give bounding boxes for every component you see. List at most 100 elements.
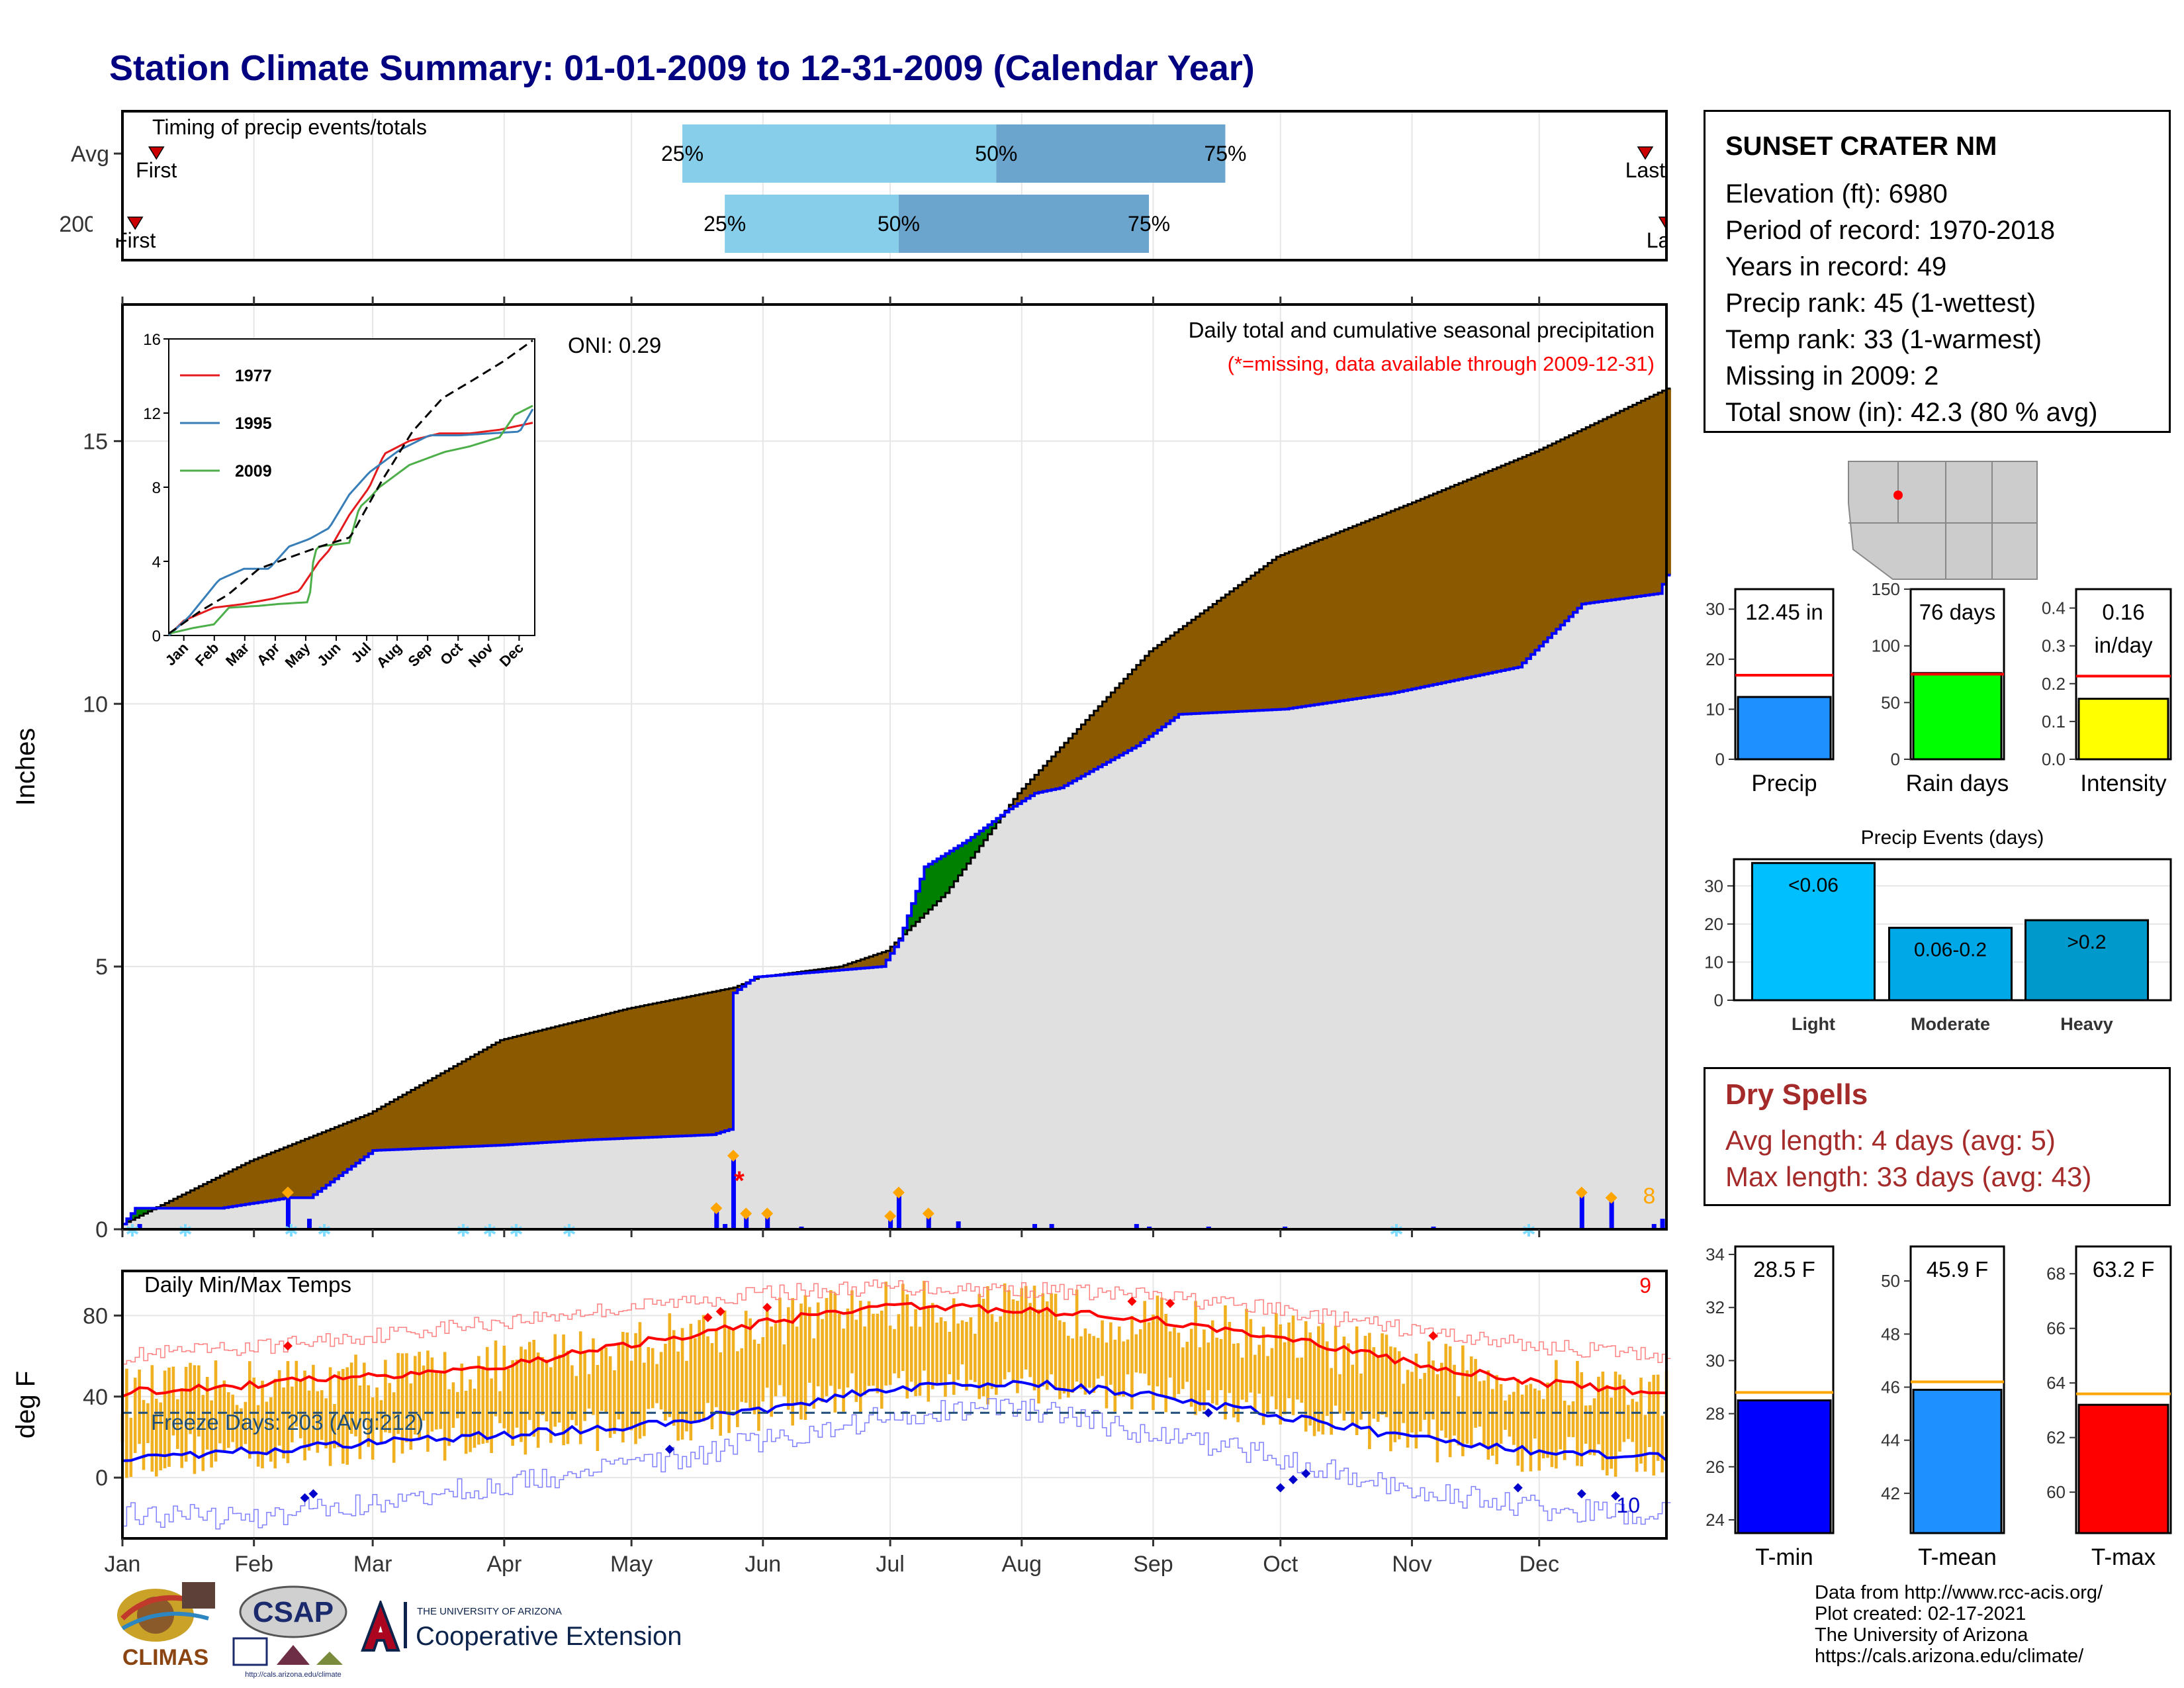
inset-y-tick-label: 0 — [152, 628, 161, 645]
month-label: Apr — [486, 1552, 522, 1577]
record-low-marker — [1301, 1469, 1311, 1479]
event-marker — [1605, 1192, 1617, 1204]
record-high-count: 9 — [1639, 1274, 1651, 1297]
t-min-tick-label: 30 — [1706, 1350, 1725, 1370]
record-low-marker — [1611, 1491, 1621, 1501]
missing-marker: * — [734, 1166, 745, 1196]
dry-spells-box: Dry Spells Avg length: 4 days (avg: 5) M… — [1704, 1067, 2171, 1206]
y-tick-label: 0 — [95, 1217, 108, 1243]
record-high-marker — [283, 1341, 293, 1351]
daily-precip-bar — [731, 1155, 736, 1229]
events-x-label: Heavy — [2060, 1014, 2113, 1034]
precip-total-x-label: Precip — [1751, 771, 1817, 796]
timing-bar-25-50 — [682, 124, 997, 183]
temp-title: Daily Min/Max Temps — [144, 1272, 351, 1297]
t-min-bar — [1737, 1399, 1832, 1534]
events-tick-label: 30 — [1704, 876, 1723, 896]
daily-precip-bar — [723, 1224, 728, 1229]
month-label: Feb — [234, 1552, 273, 1577]
month-label: Jul — [876, 1552, 904, 1577]
events-bar-label: >0.2 — [2067, 931, 2106, 953]
source-line: The University of Arizona — [1815, 1624, 2028, 1646]
edge-mask — [93, 199, 121, 238]
t-min-value-label: 28.5 F — [1753, 1257, 1815, 1282]
event-marker — [892, 1186, 905, 1199]
event-marker — [761, 1207, 774, 1220]
t-max-bar — [2077, 1403, 2169, 1534]
record-low-marker — [1513, 1483, 1523, 1493]
climas-text: CLIMAS — [122, 1645, 208, 1670]
precip-corner-count: 8 — [1643, 1184, 1656, 1209]
intensity-bar — [2077, 698, 2169, 761]
month-label: Nov — [1392, 1552, 1432, 1577]
daily-precip-bar — [956, 1221, 961, 1229]
inset-y-tick-label: 12 — [143, 405, 161, 423]
csap-text: CSAP — [253, 1596, 334, 1628]
timing-pct-label: 75% — [1128, 212, 1170, 236]
cumulative-2009-line — [122, 573, 1671, 1226]
record-low-marker — [664, 1444, 674, 1454]
map-region — [1848, 461, 2038, 580]
daily-precip-bar — [1579, 1192, 1584, 1229]
intensity-tick-label: 0.2 — [2042, 674, 2066, 694]
daily-precip-bar — [285, 1192, 291, 1229]
station-elevation: Elevation (ft): 6980 — [1725, 179, 1948, 209]
y-tick-label: 10 — [83, 692, 108, 717]
event-marker — [281, 1186, 294, 1199]
t-max-value-label: 63.2 F — [2093, 1257, 2155, 1282]
daily-precip-bar — [765, 1213, 770, 1229]
events-bar-light — [1751, 862, 1876, 1002]
precip-caption: Daily total and cumulative seasonal prec… — [1189, 318, 1655, 342]
first-marker — [148, 146, 165, 160]
month-label: Aug — [1002, 1552, 1042, 1577]
y-tick-label: 80 — [83, 1303, 108, 1329]
station-years: Years in record: 49 — [1725, 252, 1947, 281]
event-marker — [1575, 1186, 1588, 1199]
record-low-marker — [300, 1493, 310, 1503]
events-title: Precip Events (days) — [1861, 827, 2044, 849]
t-max-tick-label: 66 — [2046, 1319, 2066, 1338]
daily-precip-bar — [1651, 1224, 1657, 1229]
event-marker — [727, 1149, 739, 1162]
intensity-value-label: in/day — [2094, 633, 2153, 657]
t-max-tick-label: 60 — [2046, 1482, 2066, 1502]
precip-deficit-area — [156, 389, 1671, 1209]
precip-total-tick-label: 10 — [1706, 699, 1725, 719]
record-max-line — [122, 1279, 1671, 1365]
daily-precip-bar — [744, 1213, 749, 1229]
precip-frame — [121, 303, 1668, 1231]
record-high-marker — [1428, 1331, 1438, 1340]
t-min-tick-label: 32 — [1706, 1297, 1725, 1317]
climas-logo: CLIMAS — [117, 1582, 215, 1670]
inset-y-tick-label: 8 — [152, 479, 161, 497]
month-label: Jan — [105, 1552, 141, 1577]
edge-mask — [1668, 111, 1694, 260]
timing-pct-label: 50% — [975, 142, 1017, 165]
record-low-marker — [1203, 1408, 1213, 1418]
month-label: Jun — [745, 1552, 781, 1577]
inset-line-1977 — [167, 422, 533, 637]
events-tick-label: 10 — [1704, 952, 1723, 972]
events-x-label: Moderate — [1911, 1014, 1990, 1034]
daily-precip-bar — [1134, 1224, 1139, 1229]
avg-cumulative-line — [122, 387, 1671, 1225]
precip-total-tick-label: 20 — [1706, 649, 1725, 669]
last-label: Last — [1625, 158, 1666, 182]
y-tick-label: 40 — [83, 1385, 108, 1410]
temp-y-label: deg F — [11, 1371, 40, 1438]
record-low-marker — [1576, 1489, 1586, 1499]
record-min-line — [122, 1398, 1671, 1530]
record-high-marker — [715, 1307, 725, 1317]
t-mean-tick-label: 42 — [1881, 1483, 1900, 1503]
t-max-tick-label: 64 — [2046, 1373, 2066, 1393]
timing-pct-label: 25% — [661, 142, 704, 165]
daily-precip-bar — [137, 1224, 142, 1229]
t-mean-tick-label: 50 — [1881, 1271, 1900, 1291]
oni-label: ONI: 0.29 — [568, 333, 661, 357]
t-min-tick-label: 34 — [1706, 1244, 1725, 1264]
events-frame-outline — [1733, 858, 2172, 1002]
rain-days-value-label: 76 days — [1919, 600, 1996, 624]
station-name: SUNSET CRATER NM — [1725, 132, 1997, 161]
